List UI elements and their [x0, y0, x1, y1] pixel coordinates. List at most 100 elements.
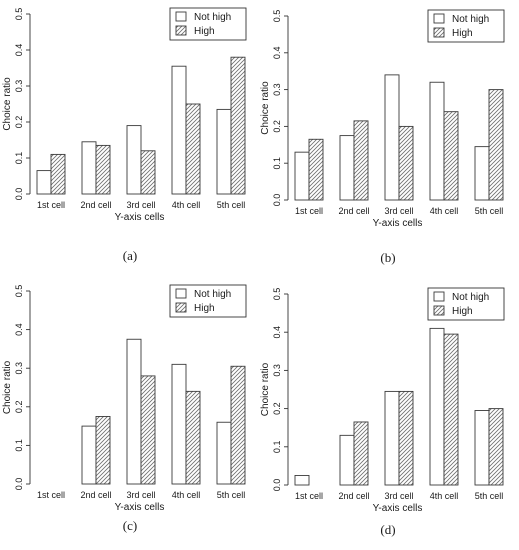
y-tick-label: 0.2 — [14, 116, 24, 129]
legend-frame — [427, 287, 505, 321]
bar-high-3 — [140, 150, 156, 195]
bar-high-2 — [95, 144, 111, 195]
bar-not-high-4 — [429, 81, 445, 201]
legend-entry-high: High — [452, 306, 473, 317]
legend-entry-not-high: Not high — [194, 12, 231, 23]
bar-high-4 — [443, 111, 459, 201]
x-tick-label: 5th cell — [475, 491, 504, 501]
x-tick-label: 3rd cell — [126, 490, 155, 500]
bar-not-high-1 — [36, 170, 52, 195]
y-axis-title: Choice ratio — [2, 360, 13, 414]
y-tick-label: 0.2 — [272, 402, 282, 415]
legend-entry-not-high: Not high — [452, 292, 489, 303]
bar-high-4 — [443, 333, 459, 486]
bar-not-high-5 — [474, 410, 490, 486]
legend-frame — [169, 7, 247, 41]
legend-swatch-high — [175, 25, 187, 36]
bar-not-high-4 — [171, 65, 187, 195]
x-tick-label: 4th cell — [172, 200, 201, 210]
chart-panels: 0.0 0.1 0.2 0.3 0.4 0.5 Choice ratio 1st cell 2n… — [2, 7, 505, 537]
y-tick-label: 0.4 — [272, 47, 282, 60]
bar-not-high-1 — [294, 151, 310, 201]
x-tick-label: 2nd cell — [80, 490, 111, 500]
x-axis-title: Y-axis cells — [115, 502, 165, 513]
legend-entry-not-high: Not high — [194, 289, 231, 300]
bar-not-high-5 — [474, 146, 490, 201]
x-tick-label: 5th cell — [475, 206, 504, 216]
y-tick-label: 0.5 — [14, 285, 24, 298]
x-tick-label: 1st cell — [37, 200, 65, 210]
y-tick-label: 0.4 — [14, 323, 24, 336]
y-axis-title: Choice ratio — [260, 362, 271, 416]
bar-not-high-4 — [429, 327, 445, 486]
chart-panel-4: 0.0 0.1 0.2 0.3 0.4 0.5 Choice ratio 1st cell 2n… — [260, 287, 505, 537]
bar-high-5 — [230, 365, 246, 485]
bar-not-high-2 — [81, 425, 97, 485]
y-tick-label: 0.1 — [272, 157, 282, 170]
legend-swatch-not-high — [175, 288, 187, 299]
x-tick-label: 1st cell — [295, 206, 323, 216]
bar-high-2 — [95, 416, 111, 485]
y-tick-label: 0.5 — [272, 288, 282, 301]
bar-high-1 — [308, 138, 324, 201]
x-axis-title: Y-axis cells — [373, 218, 423, 229]
x-tick-label: 2nd cell — [338, 206, 369, 216]
bar-high-2 — [353, 421, 369, 486]
bar-high-4 — [185, 103, 201, 195]
bar-not-high-5 — [216, 108, 232, 195]
y-tick-label: 0.3 — [272, 364, 282, 377]
x-tick-label: 2nd cell — [338, 491, 369, 501]
x-axis-title: Y-axis cells — [115, 212, 165, 223]
bar-not-high-3 — [126, 125, 142, 195]
legend-entry-high: High — [194, 26, 215, 37]
x-tick-label: 3rd cell — [384, 491, 413, 501]
y-tick-label: 0.3 — [14, 80, 24, 93]
y-tick-label: 0.1 — [272, 441, 282, 454]
bar-high-5 — [488, 408, 504, 486]
bar-high-5 — [488, 89, 504, 201]
y-tick-label: 0.3 — [272, 83, 282, 96]
x-tick-label: 4th cell — [430, 206, 459, 216]
y-tick-label: 0.0 — [272, 479, 282, 492]
x-tick-label: 2nd cell — [80, 200, 111, 210]
bar-not-high-2 — [339, 135, 355, 201]
panel-label: (b) — [380, 250, 395, 265]
bar-high-1 — [50, 153, 66, 195]
panel-label: (c) — [123, 518, 137, 533]
legend-swatch-not-high — [433, 291, 445, 302]
bar-not-high-1 — [294, 475, 310, 486]
legend-frame — [427, 9, 505, 43]
x-tick-label: 3rd cell — [126, 200, 155, 210]
y-tick-label: 0.5 — [14, 8, 24, 21]
x-tick-label: 1st cell — [37, 490, 65, 500]
y-tick-label: 0.4 — [14, 44, 24, 57]
x-tick-label: 3rd cell — [384, 206, 413, 216]
y-tick-label: 0.1 — [14, 439, 24, 452]
chart-panel-3: 0.0 0.1 0.2 0.3 0.4 0.5 Choice ratio 1st cell 2n… — [2, 284, 247, 533]
x-tick-label: 5th cell — [217, 490, 246, 500]
y-tick-label: 0.1 — [14, 152, 24, 165]
legend-entry-high: High — [452, 28, 473, 39]
legend-swatch-high — [175, 302, 187, 313]
y-tick-label: 0.5 — [272, 10, 282, 23]
y-tick-label: 0.4 — [272, 326, 282, 339]
y-tick-label: 0.2 — [14, 401, 24, 414]
bar-not-high-3 — [384, 390, 400, 486]
bar-not-high-4 — [171, 363, 187, 485]
bar-high-5 — [230, 56, 246, 195]
y-tick-label: 0.0 — [272, 194, 282, 207]
legend-swatch-not-high — [175, 11, 187, 22]
y-tick-label: 0.2 — [272, 120, 282, 133]
legend-frame — [169, 284, 247, 318]
bar-high-3 — [398, 390, 414, 486]
bar-high-3 — [140, 375, 156, 485]
bar-not-high-2 — [81, 141, 97, 195]
y-tick-label: 0.3 — [14, 362, 24, 375]
legend-swatch-high — [433, 27, 445, 38]
bar-not-high-5 — [216, 421, 232, 485]
panel-label: (d) — [380, 522, 395, 537]
x-tick-label: 5th cell — [217, 200, 246, 210]
chart-panel-2: 0.0 0.1 0.2 0.3 0.4 0.5 Choice ratio 1st cell 2n… — [260, 9, 505, 265]
bar-not-high-3 — [384, 74, 400, 201]
